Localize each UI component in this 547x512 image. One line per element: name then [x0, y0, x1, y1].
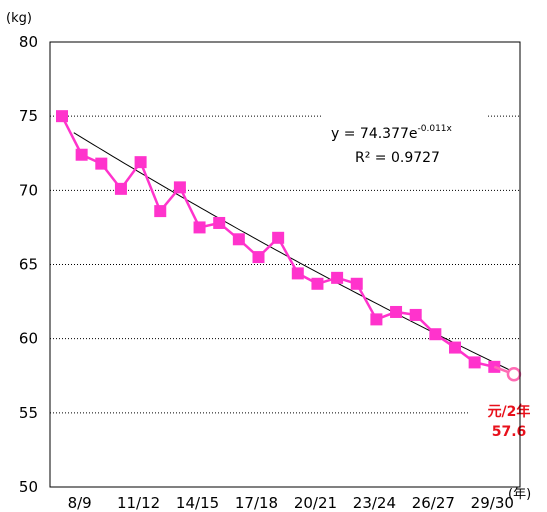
- x-tick-label: 11/12: [117, 494, 160, 512]
- x-tick-labels: 8/9 11/12 14/15 17/18 20/21 23/24 26/27 29/30: [68, 494, 514, 512]
- data-point-marker: [409, 308, 422, 321]
- highlight-label-box: [470, 397, 547, 441]
- trend-equation-exponent: -0.011x: [418, 124, 453, 134]
- x-tick-label: 20/21: [294, 494, 337, 512]
- data-point-marker: [370, 313, 383, 326]
- data-point-marker: [331, 271, 344, 284]
- data-point-marker: [173, 181, 186, 194]
- data-point-marker: [193, 221, 206, 234]
- data-point-marker: [252, 251, 265, 264]
- y-tick-label: 50: [19, 478, 38, 496]
- series-group: [56, 110, 522, 382]
- data-point-marker: [232, 233, 245, 246]
- x-tick-label: 26/27: [412, 494, 455, 512]
- data-point-marker: [291, 267, 304, 280]
- x-tick-label: 29/30: [471, 494, 514, 512]
- trend-r-squared: R² = 0.9727: [355, 150, 440, 166]
- data-point-marker: [468, 356, 481, 369]
- y-tick-label: 55: [19, 404, 38, 422]
- data-point-marker: [114, 182, 127, 195]
- highlight-value-label: 57.6: [492, 424, 527, 440]
- y-tick-label: 75: [19, 107, 38, 125]
- y-tick-labels: 50 55 60 65 70 75 80: [19, 33, 38, 496]
- data-point-marker: [213, 216, 226, 229]
- data-point-marker: [95, 157, 108, 170]
- data-point-marker: [272, 231, 285, 244]
- highlight-year-label: 元/2年: [488, 403, 531, 420]
- plot-frame: [49, 41, 521, 488]
- data-point-marker: [390, 305, 403, 318]
- x-tick-label: 8/9: [68, 494, 92, 512]
- y-tick-label: 65: [19, 256, 38, 274]
- y-tick-label: 70: [19, 181, 38, 199]
- data-point-marker: [56, 110, 68, 123]
- data-point-marker: [311, 277, 324, 290]
- x-tick-label: 17/18: [235, 494, 278, 512]
- x-axis-unit: (年): [508, 487, 531, 502]
- trend-equation: y = 74.377e-0.011x: [331, 124, 453, 142]
- gridlines: [50, 115, 520, 414]
- y-tick-label: 60: [19, 330, 38, 348]
- data-point-marker: [350, 277, 363, 290]
- equation-box: [322, 110, 486, 172]
- x-tick-label: 23/24: [353, 494, 396, 512]
- data-point-marker: [429, 328, 442, 341]
- y-tick-label: 80: [19, 33, 38, 51]
- highlight-point-marker: [506, 367, 522, 382]
- x-tick-label: 14/15: [176, 494, 219, 512]
- data-point-marker: [134, 156, 147, 169]
- y-axis-unit: (kg): [6, 11, 32, 26]
- trend-equation-base: y = 74.377e: [331, 126, 418, 142]
- data-point-marker: [449, 341, 461, 354]
- data-point-marker: [75, 148, 88, 161]
- data-point-marker: [154, 205, 167, 218]
